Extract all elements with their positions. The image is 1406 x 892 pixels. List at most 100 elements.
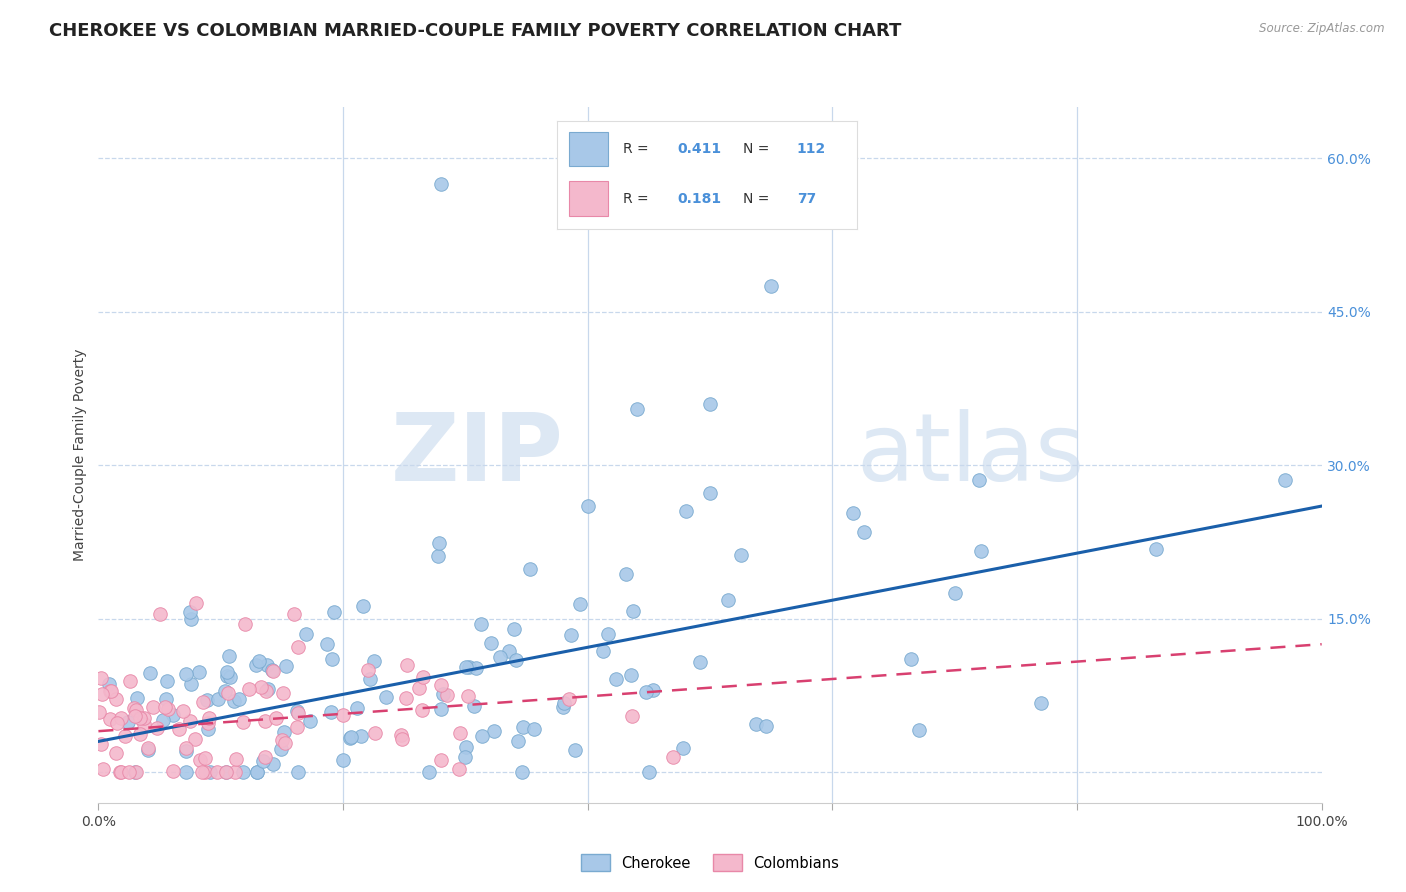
Colombians: [146, 722, 169, 736]
Colombians: [128, 710, 150, 724]
Cherokee: [576, 499, 599, 513]
Cherokee: [498, 644, 520, 658]
Cherokee: [430, 177, 453, 191]
Cherokee: [285, 704, 308, 718]
Cherokee: [136, 743, 159, 757]
Colombians: [191, 695, 214, 709]
Colombians: [194, 765, 217, 780]
Colombians: [134, 717, 156, 731]
Colombians: [167, 722, 190, 736]
Colombians: [90, 671, 112, 685]
Cherokee: [247, 654, 270, 668]
Colombians: [254, 684, 277, 698]
Text: N =: N =: [742, 192, 773, 205]
Cherokee: [1144, 542, 1167, 557]
Colombians: [254, 714, 277, 728]
Cherokee: [592, 644, 614, 658]
Colombians: [430, 753, 453, 767]
Cherokee: [375, 690, 398, 704]
Cherokee: [458, 660, 481, 674]
Cherokee: [319, 705, 342, 719]
Colombians: [274, 735, 297, 749]
Cherokee: [614, 567, 637, 582]
Cherokee: [180, 612, 202, 626]
Colombians: [266, 711, 288, 725]
Cherokee: [1274, 474, 1296, 488]
Colombians: [110, 710, 132, 724]
Cherokee: [180, 677, 202, 691]
Colombians: [285, 720, 308, 734]
Cherokee: [246, 765, 269, 780]
Colombians: [128, 727, 150, 741]
Cherokee: [156, 673, 179, 688]
Cherokee: [174, 667, 197, 681]
Cherokee: [456, 739, 478, 754]
Cherokee: [471, 729, 494, 743]
Colombians: [118, 674, 141, 689]
Cherokee: [523, 722, 546, 736]
Colombians: [105, 715, 128, 730]
Cherokee: [228, 692, 250, 706]
Cherokee: [222, 693, 245, 707]
Colombians: [186, 596, 208, 610]
Colombians: [270, 732, 292, 747]
Cherokee: [464, 661, 486, 675]
Colombians: [132, 711, 155, 725]
Cherokee: [454, 660, 477, 674]
Cherokee: [470, 617, 492, 632]
Cherokee: [246, 765, 269, 780]
Cherokee: [551, 699, 574, 714]
Colombians: [100, 684, 122, 698]
Cherokee: [215, 765, 238, 780]
Colombians: [108, 765, 131, 780]
Cherokee: [139, 665, 162, 680]
Cherokee: [620, 668, 643, 682]
Colombians: [356, 663, 378, 677]
Text: CHEROKEE VS COLOMBIAN MARRIED-COUPLE FAMILY POVERTY CORRELATION CHART: CHEROKEE VS COLOMBIAN MARRIED-COUPLE FAM…: [49, 22, 901, 40]
Cherokee: [276, 659, 298, 673]
Colombians: [662, 749, 685, 764]
Cherokee: [699, 397, 721, 411]
Cherokee: [252, 754, 274, 768]
Colombians: [172, 704, 194, 718]
Cherokee: [418, 765, 440, 780]
Cherokee: [218, 648, 240, 663]
Colombians: [136, 741, 159, 756]
Text: 0.181: 0.181: [678, 192, 721, 205]
Cherokee: [643, 682, 665, 697]
Colombians: [411, 703, 433, 717]
Bar: [569, 132, 607, 166]
Text: R =: R =: [623, 142, 652, 156]
Cherokee: [761, 279, 783, 293]
Cherokee: [943, 585, 966, 599]
Colombians: [174, 740, 197, 755]
Cherokee: [427, 536, 450, 550]
Cherokee: [98, 677, 121, 691]
Cherokee: [245, 657, 267, 672]
Colombians: [215, 765, 238, 780]
Cherokee: [730, 548, 752, 562]
Cherokee: [200, 765, 222, 780]
Colombians: [114, 730, 136, 744]
Colombians: [105, 746, 128, 760]
Cherokee: [270, 741, 292, 756]
Cherokee: [260, 663, 283, 677]
Cherokee: [717, 592, 740, 607]
Cherokee: [967, 474, 990, 488]
Colombians: [110, 765, 132, 780]
Cherokee: [671, 740, 693, 755]
Cherokee: [346, 700, 368, 714]
Colombians: [283, 607, 305, 621]
Legend: Cherokee, Colombians: Cherokee, Colombians: [576, 850, 844, 876]
Colombians: [287, 706, 309, 721]
Cherokee: [152, 713, 174, 727]
Cherokee: [273, 725, 295, 739]
Colombians: [197, 715, 219, 730]
Colombians: [224, 765, 246, 780]
Cherokee: [197, 722, 219, 736]
Colombians: [396, 657, 419, 672]
Colombians: [194, 750, 217, 764]
Cherokee: [505, 653, 527, 667]
Colombians: [190, 765, 212, 780]
Cherokee: [506, 734, 529, 748]
